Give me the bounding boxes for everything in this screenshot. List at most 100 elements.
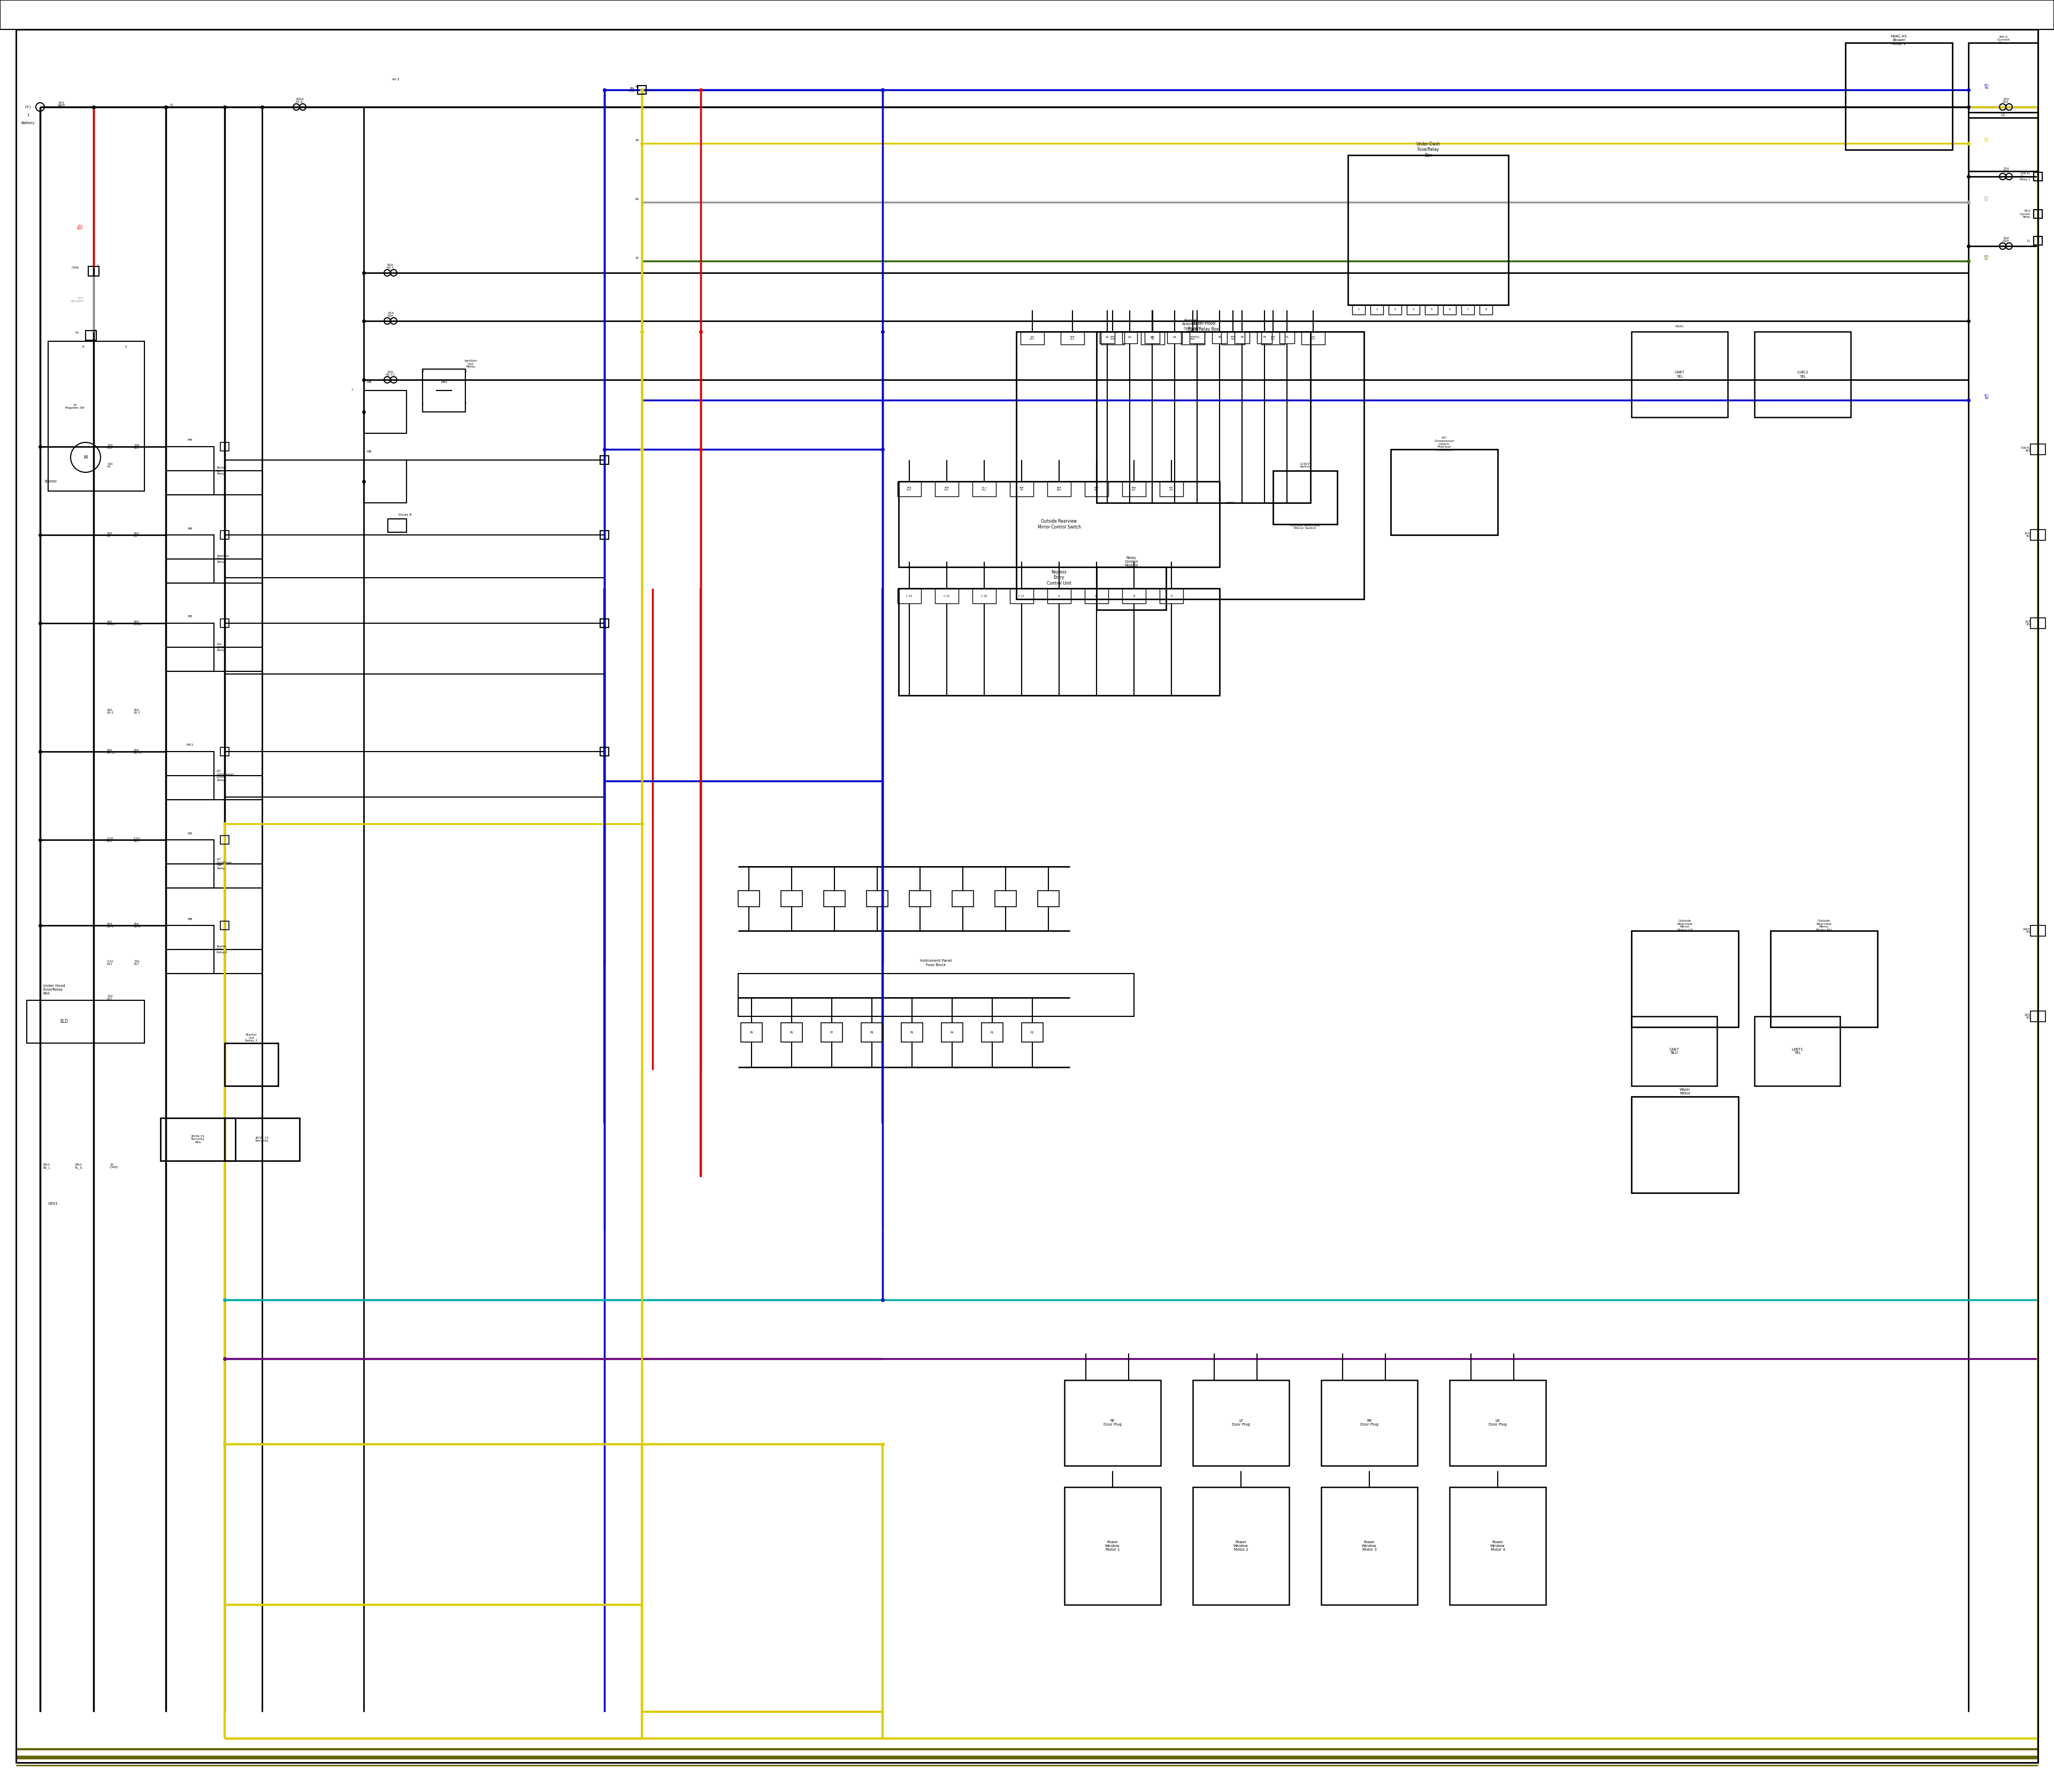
Text: Relay
Control
Module: Relay Control Module: [1124, 556, 1138, 566]
Text: HVAC: HVAC: [1674, 324, 1684, 328]
Bar: [1771, 930, 1877, 1027]
Bar: [1280, 332, 1294, 344]
Text: 20A
A2-11: 20A A2-11: [134, 749, 142, 754]
Bar: [1257, 332, 1271, 344]
Bar: [166, 536, 214, 582]
Bar: [220, 835, 228, 844]
Text: P9: P9: [750, 1030, 754, 1034]
Bar: [1389, 305, 1401, 315]
Text: BRB
CRN: BRB CRN: [1111, 335, 1115, 340]
Bar: [781, 891, 803, 907]
Bar: [902, 1023, 922, 1041]
Text: BRB
BLK: BRB BLK: [1132, 487, 1136, 491]
Text: 10A
A29: 10A A29: [2003, 237, 2009, 242]
Bar: [166, 840, 214, 889]
Bar: [388, 520, 407, 532]
Text: C406: C406: [72, 267, 80, 269]
Bar: [1011, 588, 1033, 604]
Bar: [1097, 566, 1167, 609]
Bar: [220, 747, 228, 756]
Text: 2E/5
YEL: 2E/5 YEL: [2025, 532, 2031, 538]
Text: CAB-41
Blower
Relay 1: CAB-41 Blower Relay 1: [2019, 172, 2031, 181]
Text: F1: F1: [1286, 337, 1288, 339]
Text: Power
Window
Motor 3: Power Window Motor 3: [1362, 1541, 1376, 1552]
Text: A/C
Compressor
Clutch
Thermal
Protection: A/C Compressor Clutch Thermal Protection: [1434, 437, 1454, 452]
Bar: [1060, 332, 1085, 344]
Text: P7: P7: [830, 1030, 834, 1034]
Bar: [2031, 618, 2046, 629]
Bar: [1460, 305, 1475, 315]
Text: M8: M8: [366, 450, 372, 453]
Text: A4: A4: [1173, 337, 1177, 339]
Bar: [166, 624, 214, 672]
Text: P8: P8: [871, 1030, 873, 1034]
Bar: [1193, 1380, 1290, 1466]
Bar: [1444, 305, 1456, 315]
Bar: [166, 446, 214, 495]
Text: Outside
Rearview
Mirror
Motor RH: Outside Rearview Mirror Motor RH: [1816, 919, 1832, 932]
Text: 30A
A2-3: 30A A2-3: [134, 708, 140, 715]
Bar: [994, 891, 1017, 907]
Text: BL 1
BLU: BL 1 BLU: [982, 487, 986, 491]
Text: 15A
A21: 15A A21: [2003, 99, 2009, 104]
Text: P4: P4: [951, 1030, 953, 1034]
Text: HVAC-H1
Blower
Relay 1: HVAC-H1 Blower Relay 1: [1890, 34, 1908, 45]
Text: A/C
Condenser
Fan
Relay: A/C Condenser Fan Relay: [216, 858, 232, 869]
Text: BIX
WHT: BIX WHT: [1029, 335, 1035, 340]
Text: (+): (+): [25, 106, 31, 109]
Text: [E]
W: [E] W: [1984, 195, 1988, 202]
Bar: [2033, 237, 2042, 246]
Bar: [364, 461, 407, 504]
Text: M8: M8: [187, 918, 193, 921]
Text: ELD: ELD: [60, 1020, 68, 1023]
Text: 50A
A2-1: 50A A2-1: [386, 263, 394, 269]
Bar: [935, 482, 959, 496]
Bar: [1321, 1380, 1417, 1466]
Text: 12: 12: [1095, 595, 1099, 597]
Bar: [1181, 332, 1204, 344]
Bar: [1754, 1016, 1840, 1086]
Text: C 24: C 24: [982, 595, 988, 597]
Text: [EE]
BLK/WHT: [EE] BLK/WHT: [70, 297, 84, 303]
Bar: [737, 973, 1134, 1016]
Text: M
Magnetic SW: M Magnetic SW: [66, 403, 84, 409]
Bar: [1193, 1487, 1290, 1606]
Text: Fan
C/P/D
Relay: Fan C/P/D Relay: [216, 643, 224, 652]
Text: M9: M9: [366, 382, 372, 383]
Text: [E]
GI: [E] GI: [1984, 254, 1988, 260]
Text: 2B/1
BL_L: 2B/1 BL_L: [43, 1163, 51, 1168]
Text: [E]
BL: [E] BL: [1984, 394, 1988, 400]
Text: 10A
A20: 10A A20: [107, 444, 113, 450]
Text: 2B/1
YEL: 2B/1 YEL: [2025, 1014, 2031, 1020]
Text: C 11: C 11: [1019, 595, 1025, 597]
Text: Starter
Cut
Relay 2: Starter Cut Relay 2: [244, 1034, 257, 1043]
Bar: [1064, 1487, 1161, 1606]
Text: [E]
BL: [E] BL: [1984, 84, 1988, 90]
Bar: [600, 618, 608, 627]
Text: A/C
Compressor
Clutch
Relay: A/C Compressor Clutch Relay: [216, 769, 234, 781]
Bar: [0, 0, 2054, 29]
Text: BRB
BLK: BRB BLK: [1095, 487, 1099, 491]
Text: Starter: Starter: [45, 480, 58, 484]
Bar: [1121, 332, 1138, 344]
Bar: [224, 1118, 300, 1161]
Bar: [935, 588, 959, 604]
Bar: [2031, 530, 2046, 539]
Bar: [1261, 332, 1286, 344]
Text: [E]
YE: [E] YE: [1984, 138, 1988, 143]
Text: BRB
RED: BRB RED: [1058, 487, 1062, 491]
Bar: [1189, 332, 1204, 344]
Text: A2: A2: [1128, 337, 1132, 339]
Bar: [1140, 332, 1165, 344]
Text: Under-Dash
Fuse/Relay
Box: Under-Dash Fuse/Relay Box: [1415, 142, 1440, 158]
Bar: [1085, 482, 1109, 496]
Text: 15A
A22: 15A A22: [2003, 167, 2009, 174]
Text: F10: F10: [1195, 337, 1200, 339]
Bar: [600, 530, 608, 539]
Bar: [600, 455, 608, 464]
Text: Instrument Panel
Fuse Block: Instrument Panel Fuse Block: [920, 959, 951, 966]
Text: 59: 59: [635, 138, 639, 142]
Bar: [1212, 332, 1226, 344]
Bar: [220, 443, 228, 452]
Text: P5: P5: [910, 1030, 914, 1034]
